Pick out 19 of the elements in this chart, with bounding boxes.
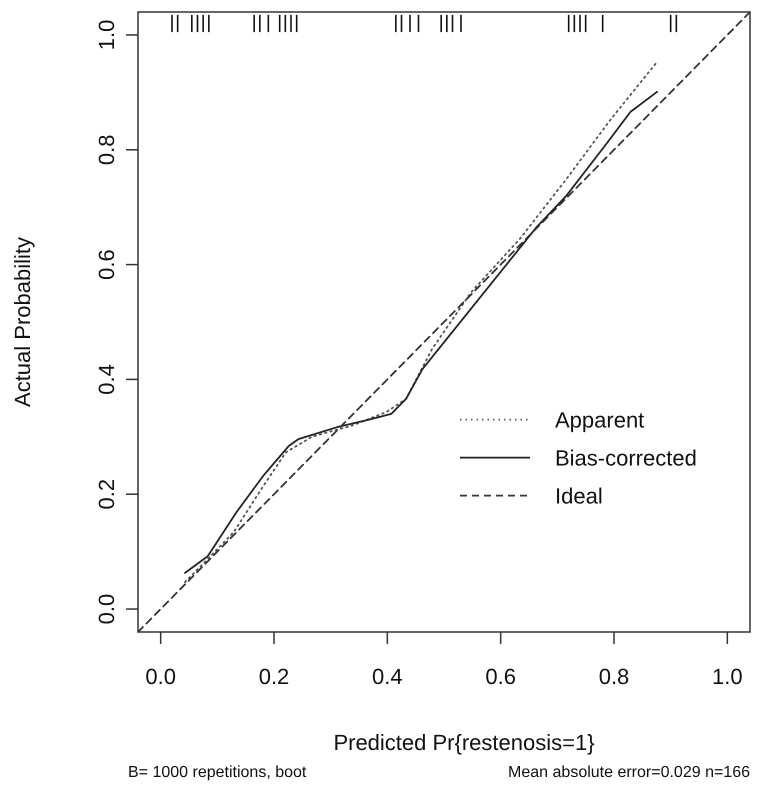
x-tick-label: 1.0: [712, 664, 743, 689]
y-tick-label: 1.0: [94, 20, 119, 50]
x-tick-label: 0.8: [598, 664, 630, 689]
y-tick-label: 0.2: [94, 478, 119, 510]
y-tick-label: 0.0: [94, 594, 119, 624]
x-axis-title: Predicted Pr{restenosis=1}: [333, 730, 595, 755]
legend-label: Bias-corrected: [555, 446, 697, 471]
x-tick-label: 0.0: [145, 664, 176, 689]
text: Mean absolute error=0.029 n=166: [508, 764, 750, 781]
y-tick-label: 0.4: [94, 364, 119, 395]
y-tick-label: 0.8: [94, 134, 119, 166]
x-tick-label: 0.2: [258, 664, 290, 689]
legend-label: Ideal: [555, 484, 603, 509]
y-tick-label: 0.6: [94, 249, 119, 280]
x-tick-label: 0.4: [372, 664, 403, 689]
y-axis-title: Actual Probability: [10, 237, 35, 407]
x-tick-label: 0.6: [485, 664, 516, 689]
legend-label: Apparent: [555, 408, 644, 433]
text: B= 1000 repetitions, boot: [128, 764, 307, 781]
